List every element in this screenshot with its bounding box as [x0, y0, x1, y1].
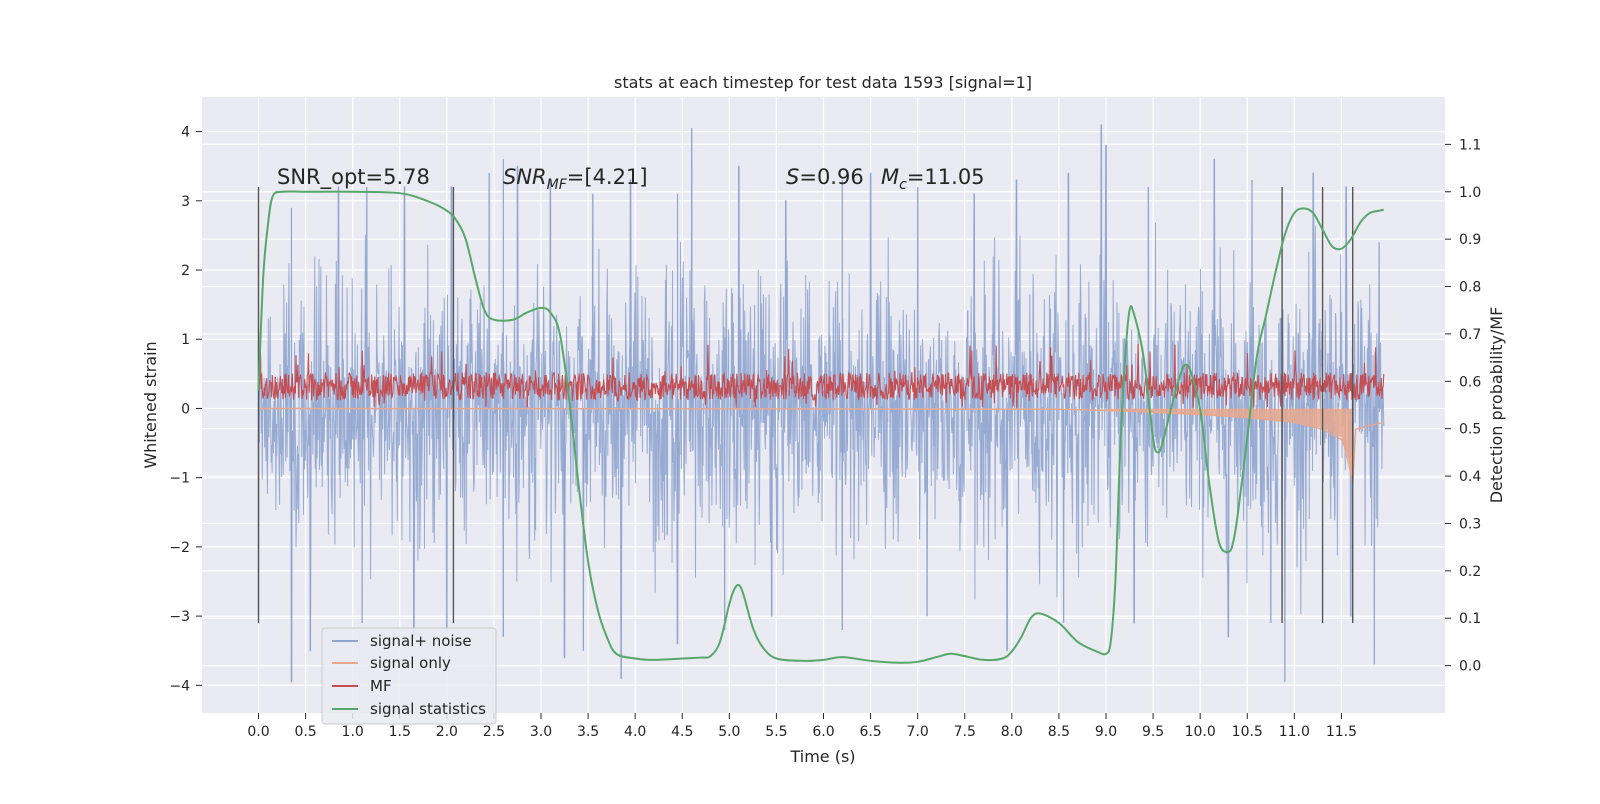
annotation-snr-opt: SNR_opt=5.78: [277, 165, 430, 190]
x-tick-label: 8.0: [1001, 724, 1023, 740]
y2-tick-label: 0.6: [1459, 374, 1481, 390]
y-tick-label: −3: [169, 609, 190, 625]
annotation-snr-mf-sub: MF: [547, 177, 568, 193]
y2-tick-label: 0.2: [1459, 564, 1481, 580]
chart-title: stats at each timestep for test data 159…: [614, 73, 1032, 92]
series-mf-line: [257, 343, 1385, 408]
y-tick-label: 4: [181, 125, 190, 141]
y-tick-label: 2: [181, 263, 190, 279]
y-tick-label: 1: [181, 332, 190, 348]
annotation-snr-mf-value: =[4.21]: [567, 165, 648, 189]
annotation-snr-mf-main: SNR: [503, 165, 547, 189]
x-axis-label: Time (s): [789, 747, 855, 766]
x-tick-label: 2.5: [483, 724, 505, 740]
x-tick-label: 11.0: [1279, 724, 1310, 740]
annotation-s-main: S: [786, 165, 799, 189]
x-tick-label: 6.5: [859, 724, 881, 740]
x-tick-label: 9.0: [1095, 724, 1117, 740]
annotation-mc-sub: c: [899, 177, 907, 193]
legend-label-mf: MF: [370, 677, 392, 695]
x-tick-label: 4.5: [671, 724, 693, 740]
y-tick-label: −4: [169, 678, 190, 694]
x-tick-label: 0.5: [294, 724, 316, 740]
x-tick-label: 1.5: [389, 724, 411, 740]
axis-layer: 0.0 0.5 1.0 1.5 2.0 2.5 3.0 3.5 4.0 4.5 5.0 5.5 6.0 6…: [169, 125, 1481, 740]
x-tick-label: 2.0: [436, 724, 458, 740]
series-signal-noise-line: [258, 124, 1385, 683]
x-tick-label: 9.5: [1142, 724, 1164, 740]
legend-item-signal-only: signal only: [332, 654, 451, 672]
x-tick-label: 6.0: [812, 724, 834, 740]
annotation-s: S=0.96: [786, 165, 864, 189]
y-axis-label: Whitened strain: [141, 341, 160, 468]
legend: signal+ noise signal only MF signal stat…: [321, 627, 497, 725]
legend-label-signal-only: signal only: [370, 654, 451, 672]
annotation-mc-value: =11.05: [907, 165, 985, 189]
data-layer: [257, 124, 1385, 683]
y-tick-label: −1: [169, 471, 190, 487]
y2-tick-label: 0.0: [1459, 659, 1481, 675]
x-tick-label: 11.5: [1326, 724, 1357, 740]
annotation-mc-main: M: [881, 165, 899, 189]
x-tick-label: 8.5: [1048, 724, 1070, 740]
y2-tick-label: 1.1: [1459, 137, 1481, 153]
annotation-snr-mf: SNRMF=[4.21]: [503, 165, 648, 193]
series-signal-only-band: [1106, 408, 1353, 485]
legend-label-signal-statistics: signal statistics: [370, 700, 486, 718]
x-tick-label: 10.0: [1185, 724, 1216, 740]
y2-tick-label: 0.5: [1459, 422, 1481, 438]
x-tick-label: 10.5: [1232, 724, 1263, 740]
x-tick-label: 7.5: [954, 724, 976, 740]
annotation-mc: Mc=11.05: [881, 165, 985, 193]
x-tick-label: 3.5: [577, 724, 599, 740]
series-signal-statistics-line: [257, 190, 1384, 664]
x-tick-label: 4.0: [624, 724, 646, 740]
legend-label-signal-noise: signal+ noise: [370, 632, 472, 650]
y-tick-label: −2: [169, 540, 190, 556]
x-tick-label: 3.0: [530, 724, 552, 740]
y-tick-label: 0: [181, 401, 190, 417]
x-tick-label: 1.0: [342, 724, 364, 740]
legend-frame: [321, 627, 497, 725]
x-tick-label: 7.0: [907, 724, 929, 740]
x-tick-label: 5.5: [765, 724, 787, 740]
legend-item-signal-noise: signal+ noise: [332, 632, 472, 650]
y2-tick-label: 0.4: [1459, 469, 1481, 485]
legend-item-signal-statistics: signal statistics: [332, 700, 486, 718]
y2-tick-label: 0.8: [1459, 280, 1481, 296]
legend-item-mf: MF: [332, 677, 392, 695]
y2-tick-label: 0.3: [1459, 516, 1481, 532]
annotation-s-value: =0.96: [799, 165, 863, 189]
x-tick-label: 5.0: [718, 724, 740, 740]
y2-tick-label: 1.0: [1459, 185, 1481, 201]
y2-axis-label: Detection probability/MF: [1487, 307, 1506, 504]
x-tick-label: 0.0: [247, 724, 269, 740]
y2-tick-label: 0.1: [1459, 611, 1481, 627]
y-tick-label: 3: [181, 194, 190, 210]
y2-tick-label: 0.9: [1459, 232, 1481, 248]
y2-tick-label: 0.7: [1459, 327, 1481, 343]
